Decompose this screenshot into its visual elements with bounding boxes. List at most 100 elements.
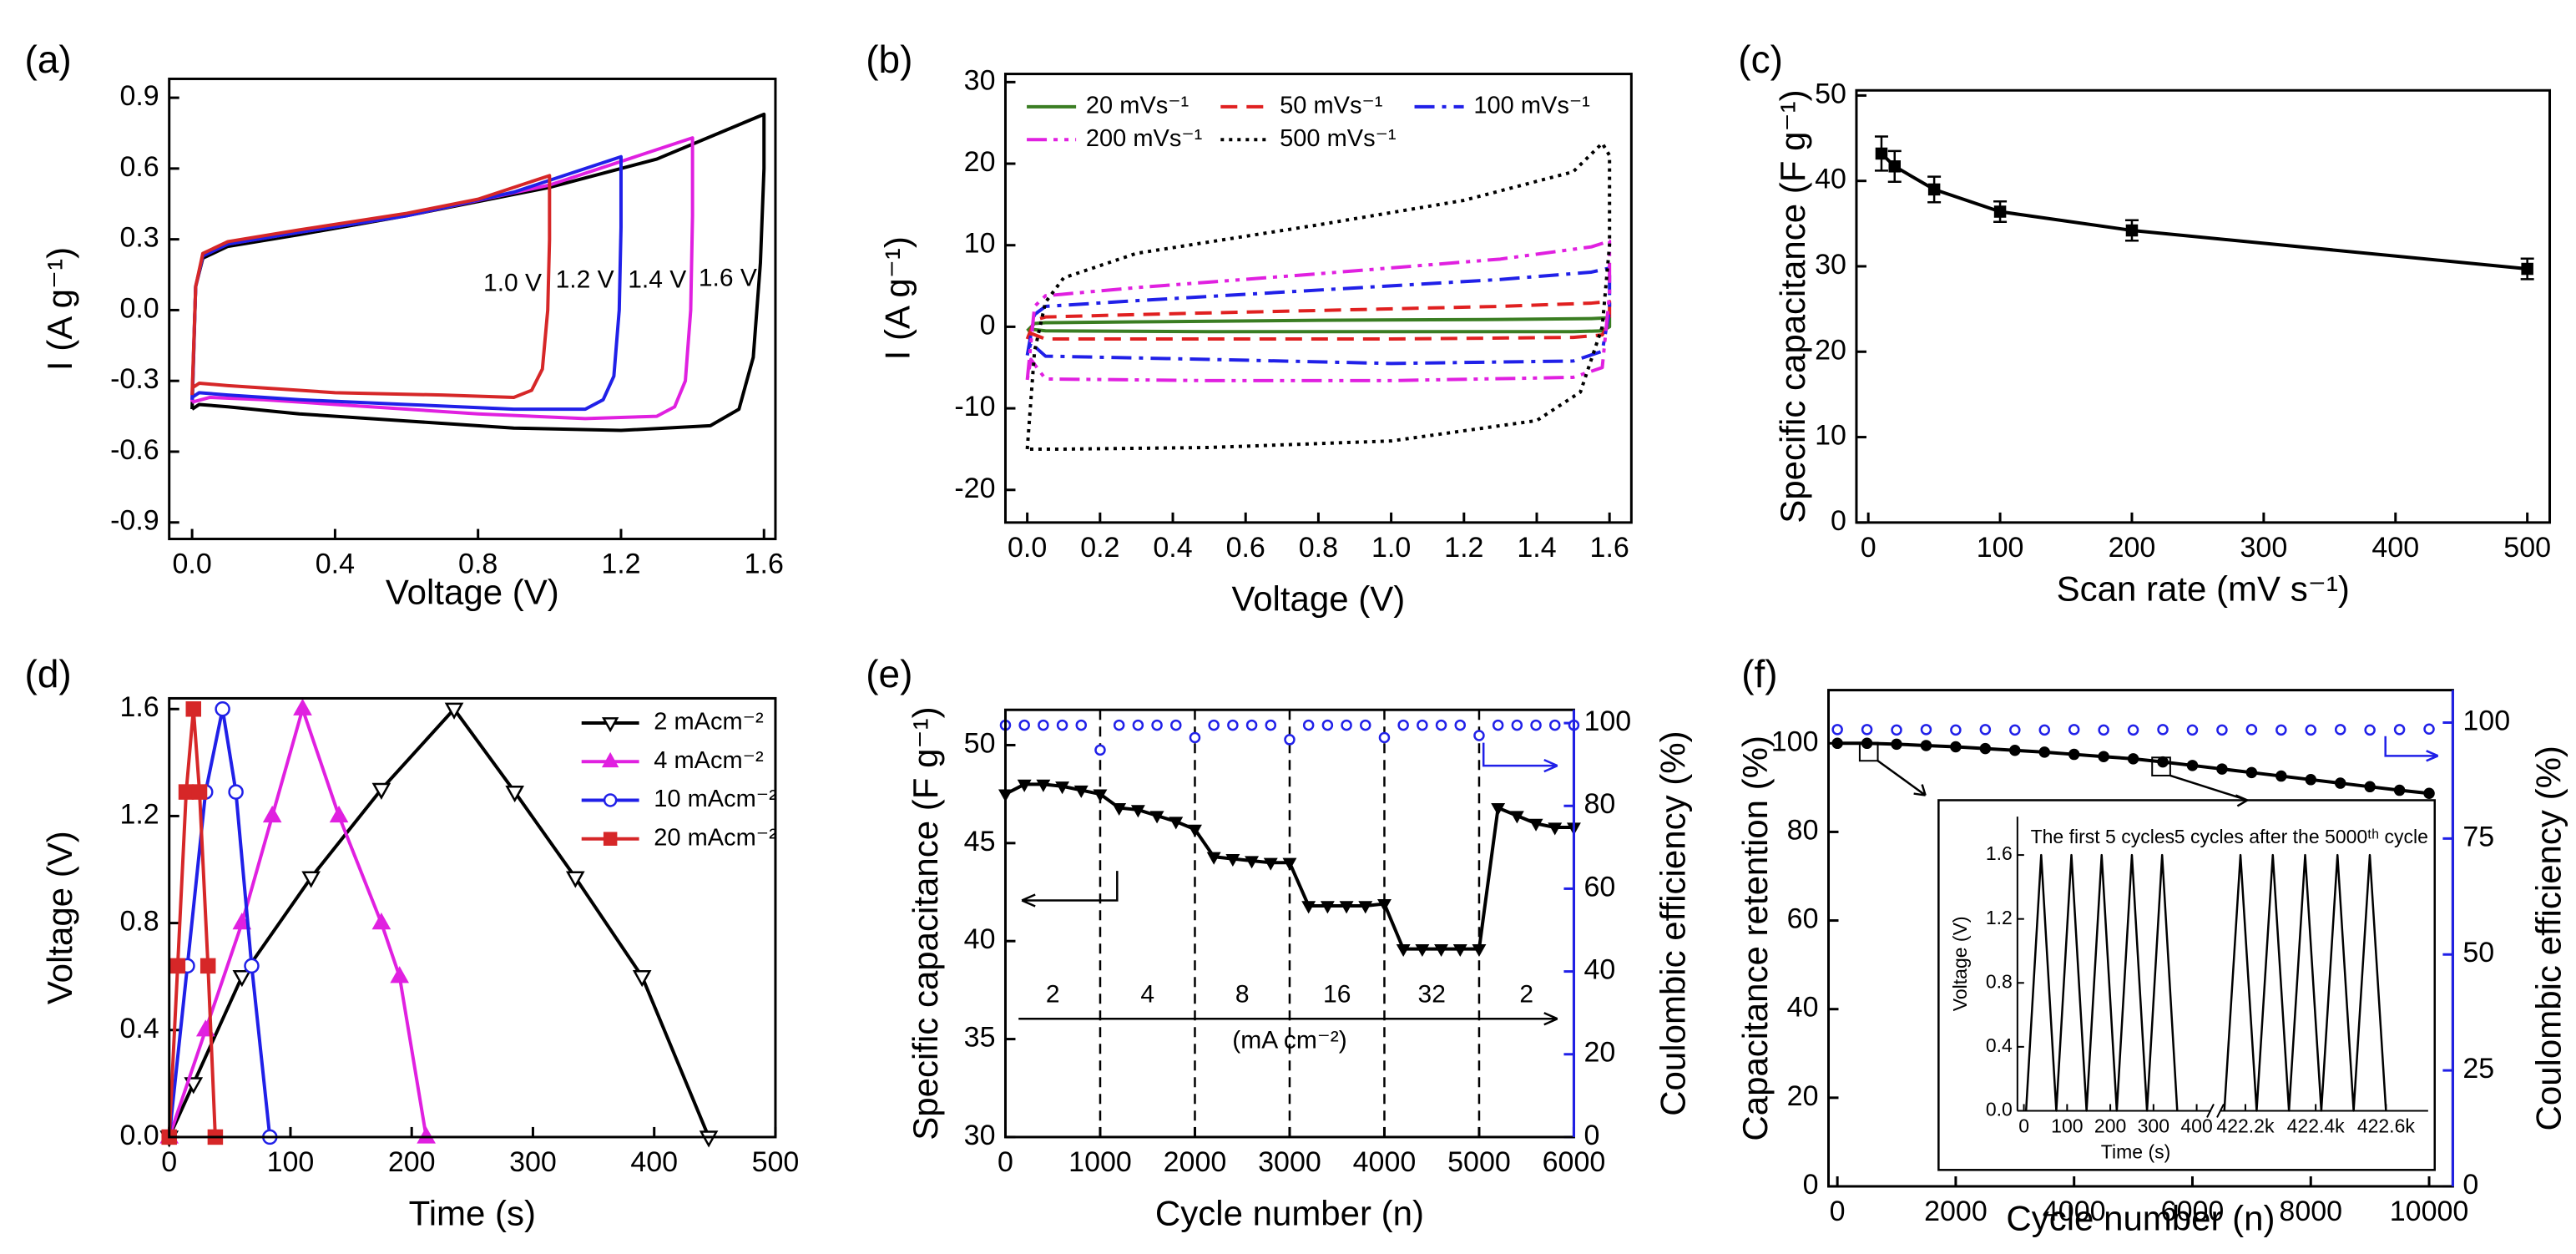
marker xyxy=(1415,943,1430,958)
unit-label: (mA cm⁻²) xyxy=(1232,1027,1346,1054)
x-tick-label: 1.2 xyxy=(601,549,640,580)
x-tick-label: 6000 xyxy=(1543,1146,1606,1178)
y2-tick-label: 0 xyxy=(2462,1169,2478,1201)
y-tick-label: 0 xyxy=(1831,505,1846,537)
inset-frame xyxy=(1937,799,2436,1171)
marker xyxy=(1472,943,1487,958)
inset-x-tick-label: 422.2k xyxy=(2216,1115,2275,1137)
legend-label: 500 mVs⁻¹ xyxy=(1280,125,1397,152)
x-tick-label: 4000 xyxy=(1353,1146,1417,1178)
marker xyxy=(1492,719,1504,731)
marker xyxy=(1018,719,1030,731)
marker xyxy=(1151,719,1163,731)
legend-label: 200 mVs⁻¹ xyxy=(1086,125,1203,152)
y-axis-label: Specific capacitance (F g⁻¹) xyxy=(1773,89,1812,523)
x-tick-label: 4000 xyxy=(2043,1196,2106,1227)
y-tick-label: 30 xyxy=(964,1120,996,1151)
x-axis-label: Cycle number (n) xyxy=(2006,1198,2275,1237)
marker xyxy=(2364,781,2376,793)
panel-label: (a) xyxy=(25,38,72,81)
y2-tick-label: 60 xyxy=(1583,871,1615,903)
marker xyxy=(1511,719,1523,731)
series-line xyxy=(190,174,552,399)
y-axis-label: I (A g⁻¹) xyxy=(40,247,79,371)
plot-frame xyxy=(1003,73,1633,524)
y2-tick-label: 0 xyxy=(1583,1120,1599,1151)
y-tick-label: 0.6 xyxy=(119,151,159,183)
x-tick-label: 0 xyxy=(1861,532,1876,564)
marker xyxy=(2393,784,2406,796)
panel-label: (e) xyxy=(866,652,912,695)
marker xyxy=(1339,901,1354,914)
legend-label: 20 mAcm⁻² xyxy=(654,824,777,851)
marker xyxy=(1169,817,1184,830)
segment-label: 2 xyxy=(1046,981,1060,1009)
pointer-arrow xyxy=(2169,774,2249,807)
marker xyxy=(1358,901,1373,914)
marker xyxy=(1891,724,1902,736)
marker xyxy=(1113,719,1125,731)
marker xyxy=(1245,856,1260,869)
x-tick-label: 0.8 xyxy=(458,549,498,580)
marker xyxy=(1302,719,1315,731)
x-tick-label: 0.8 xyxy=(1299,532,1338,564)
y-tick-label: 0 xyxy=(980,309,996,341)
panel-label: (d) xyxy=(25,652,72,695)
legend-label: 4 mAcm⁻² xyxy=(654,747,764,774)
marker xyxy=(601,751,619,768)
marker xyxy=(262,805,282,823)
marker xyxy=(390,966,410,983)
series-line xyxy=(167,707,710,1138)
x-tick-label: 3000 xyxy=(1258,1146,1321,1178)
series-line xyxy=(1025,239,1612,382)
marker xyxy=(2186,724,2199,736)
marker xyxy=(178,784,194,800)
series-line xyxy=(1880,152,2528,271)
marker xyxy=(2245,766,2258,779)
legend-label: 100 mVs⁻¹ xyxy=(1473,93,1590,119)
marker xyxy=(417,1126,436,1144)
y-tick-label: 0.3 xyxy=(119,222,159,254)
marker xyxy=(169,958,186,974)
marker xyxy=(2393,724,2406,736)
x-tick-label: 0 xyxy=(161,1146,177,1178)
inset-x-tick-label: 422.6k xyxy=(2357,1115,2416,1137)
x-tick-label: 500 xyxy=(2503,532,2551,564)
x-axis-label: Scan rate (mV s⁻¹) xyxy=(2057,569,2350,609)
marker xyxy=(1320,901,1335,914)
marker xyxy=(1377,898,1392,913)
marker xyxy=(185,701,202,717)
curve-annotation: 1.2 V xyxy=(556,265,614,293)
x-tick-label: 1.6 xyxy=(1590,532,1629,564)
marker xyxy=(1548,822,1563,836)
x-tick-label: 2000 xyxy=(1164,1146,1227,1178)
marker xyxy=(1950,724,1962,736)
y-tick-label: 0.4 xyxy=(119,1013,159,1044)
marker xyxy=(1993,205,2007,218)
marker xyxy=(228,784,244,800)
x-tick-label: 400 xyxy=(2371,532,2419,564)
marker xyxy=(1225,853,1240,867)
x-tick-label: 200 xyxy=(388,1146,436,1178)
y-tick-label: 0.8 xyxy=(119,906,159,938)
marker xyxy=(1284,734,1296,746)
marker xyxy=(1055,781,1070,795)
y-tick-label: 50 xyxy=(964,727,996,759)
marker xyxy=(2098,751,2109,762)
axis-arrow xyxy=(1021,871,1119,908)
y2-tick-label: 100 xyxy=(1583,705,1631,737)
y-tick-label: 30 xyxy=(964,64,996,96)
marker xyxy=(1452,943,1467,958)
marker xyxy=(2305,774,2317,786)
marker xyxy=(2157,756,2169,768)
panel-label: (f) xyxy=(1741,652,1777,695)
marker xyxy=(1263,857,1278,871)
x-tick-label: 0.2 xyxy=(1080,532,1119,564)
y2-tick-label: 25 xyxy=(2462,1053,2494,1085)
segment-label: 16 xyxy=(1323,981,1351,1009)
x-tick-label: 0 xyxy=(1830,1196,1846,1227)
marker xyxy=(1038,719,1049,731)
marker xyxy=(2245,724,2258,736)
x-tick-label: 5000 xyxy=(1447,1146,1511,1178)
